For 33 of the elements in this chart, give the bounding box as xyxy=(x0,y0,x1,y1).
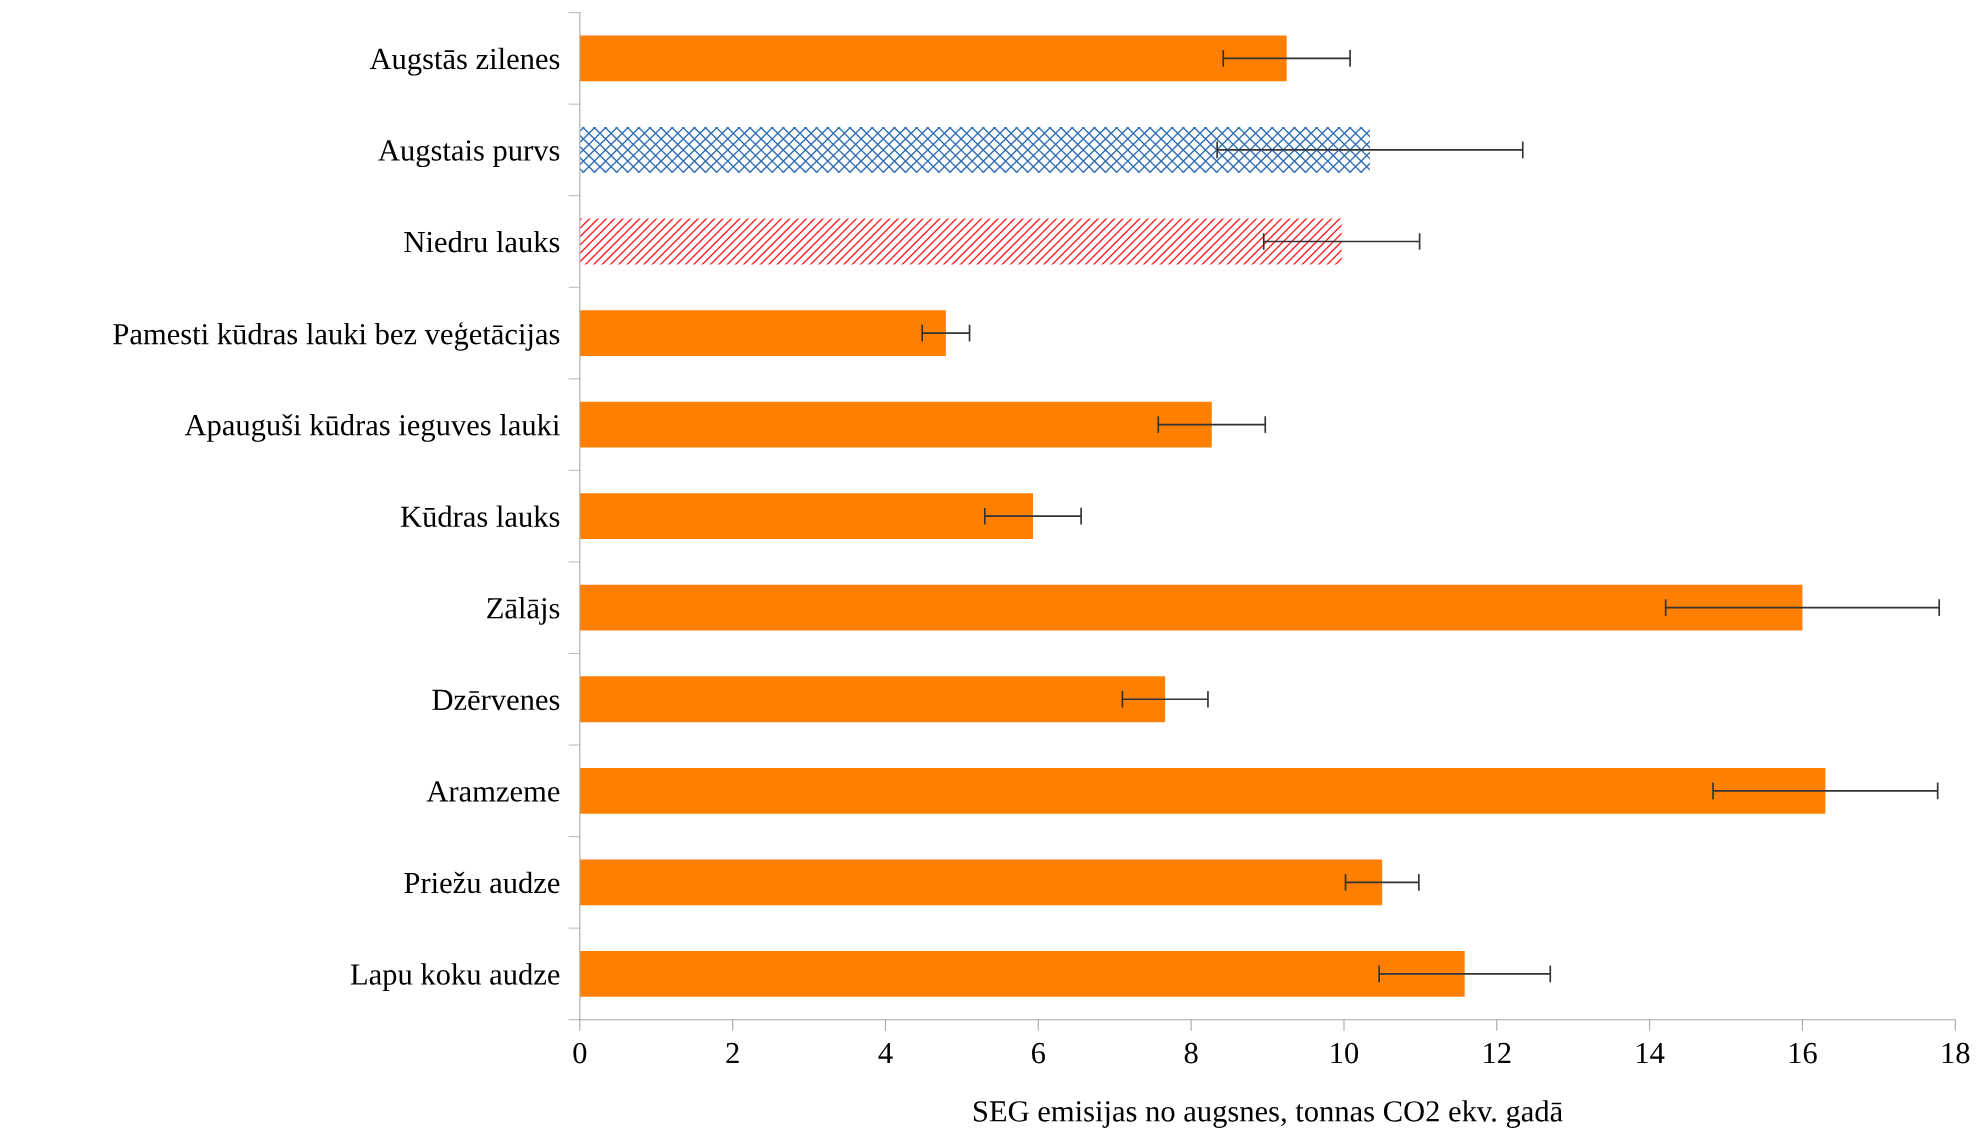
y-tick-label: Niedru lauks xyxy=(404,230,560,253)
x-tick-label: 12 xyxy=(1484,1042,1511,1064)
y-tick-label: Kūdras lauks xyxy=(400,505,560,528)
x-tick-label: 0 xyxy=(573,1042,587,1064)
y-tick-label: Priežu audze xyxy=(404,871,560,894)
x-axis-title: SEG emisijas no augsnes, tonnas CO2 ekv. gadā xyxy=(973,1100,1563,1128)
bar xyxy=(579,35,1287,82)
bar xyxy=(579,310,946,356)
x-tick-label: 4 xyxy=(878,1042,893,1064)
y-tick-label: Dzērvenes xyxy=(432,689,560,711)
y-tick-label: Apauguši kūdras ieguves lauki xyxy=(184,413,560,442)
x-tick-label: 2 xyxy=(726,1042,739,1064)
x-tick-label: 10 xyxy=(1331,1042,1359,1064)
y-tick-label: Zālājs xyxy=(487,597,560,625)
x-tick-label: 8 xyxy=(1184,1042,1198,1064)
x-tick-label: 18 xyxy=(1942,1042,1970,1064)
bar xyxy=(579,218,1342,265)
y-tick-label: Lapu koku audze xyxy=(350,963,560,992)
x-tick-label: 14 xyxy=(1637,1042,1665,1064)
y-tick-label: Aramzeme xyxy=(426,781,560,802)
x-tick-label: 6 xyxy=(1031,1042,1046,1064)
bar xyxy=(579,493,1033,540)
y-tick-label: Augstās zilenes xyxy=(369,47,560,76)
x-tick-label: 16 xyxy=(1789,1042,1817,1064)
bar xyxy=(579,951,1465,997)
bar xyxy=(579,859,1383,906)
y-tick-label: Augstais purvs xyxy=(378,140,560,168)
bar xyxy=(579,584,1803,631)
y-tick-label: Pamesti kūdras lauki bez veģetācijas xyxy=(113,321,560,351)
bar xyxy=(579,676,1166,723)
bar xyxy=(579,767,1826,814)
bar xyxy=(579,127,1370,173)
bar xyxy=(579,401,1212,448)
